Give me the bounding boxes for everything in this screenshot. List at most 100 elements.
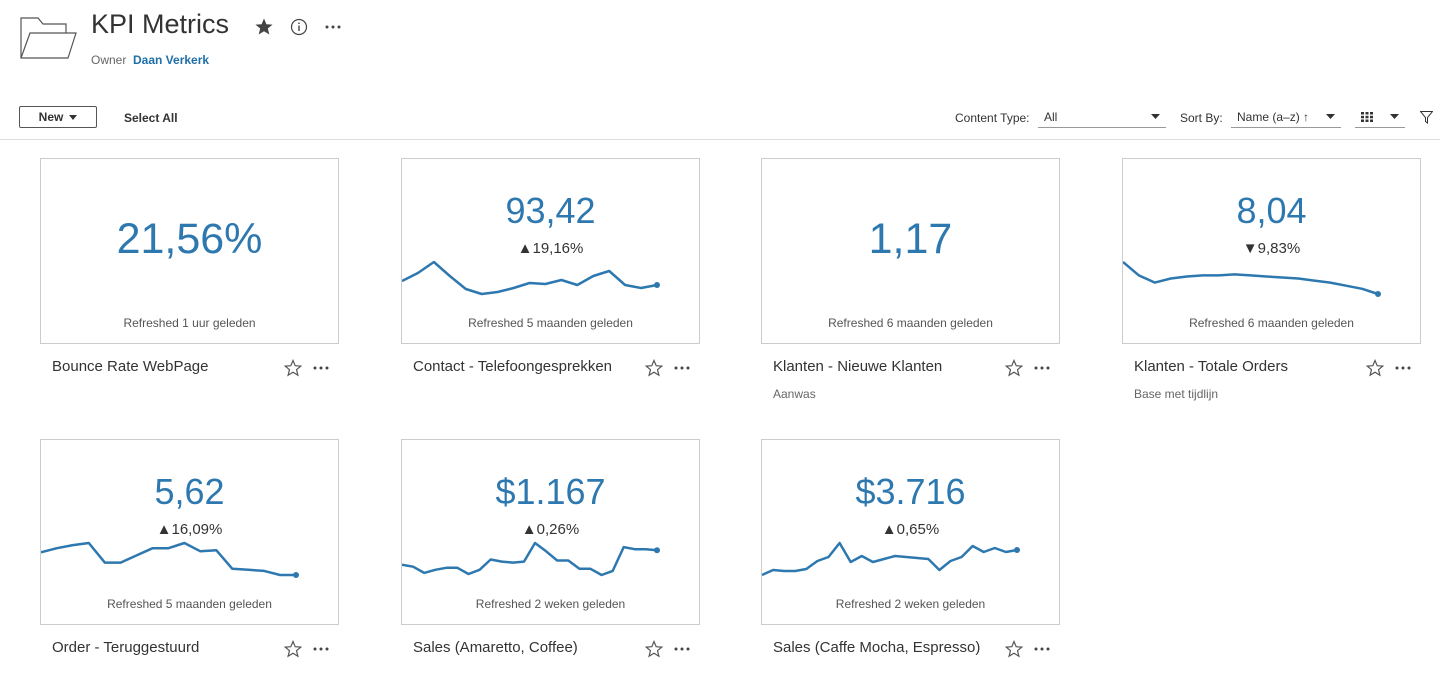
dropdown-caret [1326,114,1335,119]
refreshed-text: Refreshed 5 maanden geleden [468,316,633,330]
sort-by-value: Name (a–z) ↑ [1237,109,1310,124]
metric-value: 21,56% [116,215,263,263]
refreshed-text: Refreshed 6 maanden geleden [828,316,993,330]
metric-value: 1,17 [868,215,953,263]
sparkline-line [1123,261,1379,296]
dropdown-caret [1390,114,1399,119]
more-actions[interactable] [313,365,329,371]
star-shape [1005,359,1023,377]
new-button-label: New [38,110,64,124]
dot [686,366,690,370]
metric-name[interactable]: Sales (Amaretto, Coffee) [413,639,578,656]
metric-value: 8,04 [1236,190,1307,231]
star-shape [1005,640,1023,658]
sparkline [762,541,1020,577]
dot [680,647,684,651]
sparkline-end-dot [1014,547,1020,553]
favorite-star[interactable] [1005,359,1023,377]
sparkline-line [402,260,658,296]
metric-subtitle: Base met tijdlijn [1134,387,1219,401]
dot [1034,366,1038,370]
dropdown-caret [69,114,78,120]
dot [1395,366,1399,370]
more-actions[interactable] [1034,365,1050,371]
new-button[interactable]: New [19,106,97,128]
grid-view-icon [1361,111,1373,122]
metric-change: ▲0,26% [521,521,580,538]
metric-change: ▲0,65% [881,521,940,538]
sort-by-select[interactable]: Name (a–z) ↑ [1231,106,1341,128]
sparkline-line [41,541,296,577]
owner-link[interactable]: Daan Verkerk [133,53,210,67]
favorite-star[interactable] [1005,640,1023,658]
more-actions[interactable] [1395,365,1411,371]
filter-icon[interactable] [1420,111,1433,124]
metric-card[interactable]: 1,17 Refreshed 6 maanden geleden [761,158,1060,344]
favorite-star[interactable] [645,640,663,658]
metric-card[interactable]: 5,62 ▲16,09% Refreshed 5 maanden geleden [40,439,339,625]
refreshed-text: Refreshed 2 weken geleden [475,597,626,611]
metric-change: ▼9,83% [1242,240,1301,257]
sparkline-end-dot [1375,291,1381,297]
more-actions[interactable] [313,646,329,652]
metric-card[interactable]: 93,42 ▲19,16% Refreshed 5 maanden geleden [401,158,700,344]
content-type-value: All [1044,109,1058,124]
metric-change: ▲16,09% [156,521,223,538]
metric-card[interactable]: $1.167 ▲0,26% Refreshed 2 weken geleden [401,439,700,625]
metric-name[interactable]: Sales (Caffe Mocha, Espresso) [773,639,981,656]
metric-name[interactable]: Bounce Rate WebPage [52,358,209,375]
refreshed-text: Refreshed 2 weken geleden [835,597,986,611]
dot [319,366,323,370]
star-shape [645,359,663,377]
divider [0,139,1440,140]
content-type-select[interactable]: All [1038,106,1166,128]
dot [325,647,329,651]
favorite-star[interactable] [284,359,302,377]
refreshed-text: Refreshed 5 maanden geleden [107,597,272,611]
sparkline [41,541,299,578]
metric-value: $1.167 [495,471,606,512]
metric-name[interactable]: Order - Teruggestuurd [52,639,200,656]
refreshed-text: Refreshed 6 maanden geleden [1189,316,1354,330]
sparkline-end-dot [654,282,660,288]
refreshed-text: Refreshed 1 uur geleden [123,316,256,330]
metric-card[interactable]: $3.716 ▲0,65% Refreshed 2 weken geleden [761,439,1060,625]
metric-value: 5,62 [154,471,225,512]
favorite-star[interactable] [284,640,302,658]
dot [1401,366,1405,370]
more-icon[interactable] [325,20,341,34]
favorite-icon[interactable] [254,17,274,37]
sparkline-end-dot [293,572,299,578]
dot [686,647,690,651]
dot [674,647,678,651]
star-shape [284,640,302,658]
owner-label: Owner [91,53,127,67]
view-select[interactable] [1355,106,1405,128]
dot [1046,647,1050,651]
more-actions[interactable] [1034,646,1050,652]
star-shape [284,359,302,377]
dot [313,647,317,651]
more-actions[interactable] [674,646,690,652]
dot [1034,647,1038,651]
dot [1040,647,1044,651]
dot [1407,366,1411,370]
sort-by-label: Sort By: [1180,111,1223,125]
dot [319,647,323,651]
dot [1046,366,1050,370]
metric-card[interactable]: 21,56% Refreshed 1 uur geleden [40,158,339,344]
sparkline [1123,261,1381,297]
sparkline-line [762,541,1018,577]
metric-subtitle: Aanwas [773,387,816,401]
metric-name[interactable]: Klanten - Nieuwe Klanten [773,358,943,375]
metric-card[interactable]: 8,04 ▼9,83% Refreshed 6 maanden geleden [1122,158,1421,344]
favorite-star[interactable] [1366,359,1384,377]
metric-name[interactable]: Klanten - Totale Orders [1134,358,1288,375]
more-actions[interactable] [674,365,690,371]
metric-name[interactable]: Contact - Telefoongesprekken [413,358,613,375]
select-all[interactable]: Select All [124,111,178,125]
favorite-star[interactable] [645,359,663,377]
sparkline [402,541,660,577]
info-icon[interactable] [290,18,308,36]
